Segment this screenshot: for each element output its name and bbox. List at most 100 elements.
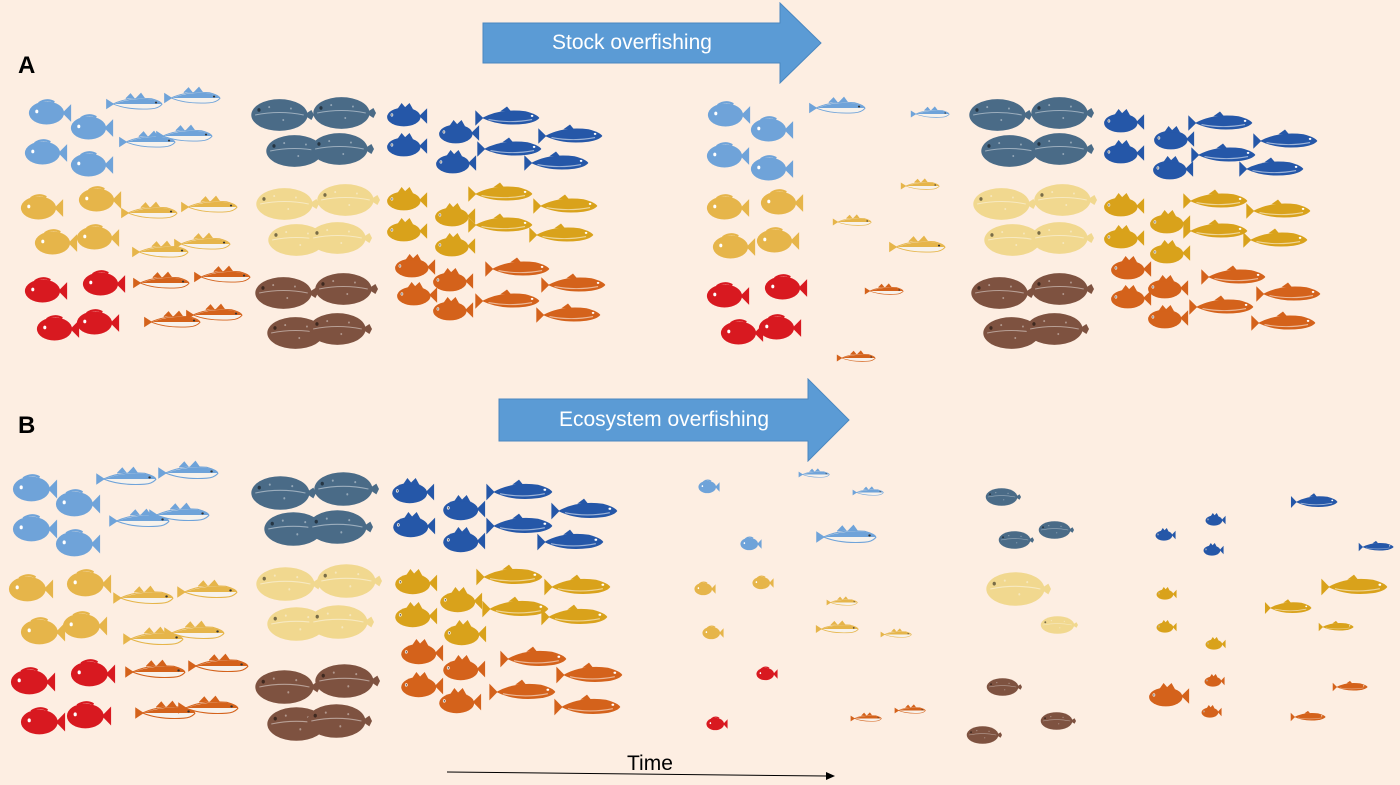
cod-fish-icon [864, 283, 904, 295]
perch-fish-icon [387, 218, 428, 242]
round-fish-icon [706, 194, 750, 220]
flatfish-icon [317, 564, 382, 598]
perch-fish-icon [397, 282, 438, 306]
flatfish-icon [966, 726, 1002, 744]
salmon-fish-icon [489, 679, 556, 701]
time-label: Time [627, 752, 673, 775]
flatfish-icon [1038, 521, 1074, 539]
salmon-fish-icon [477, 137, 542, 157]
flatfish-icon [255, 277, 318, 309]
cod-fish-icon [96, 466, 157, 485]
salmon-fish-icon [1239, 157, 1304, 177]
flatfish-icon [998, 531, 1034, 549]
flatfish-icon [1031, 97, 1094, 129]
salmon-fish-icon [538, 124, 603, 144]
perch-fish-icon [387, 187, 428, 211]
round-fish-icon [12, 474, 58, 502]
perch-fish-icon [433, 297, 474, 321]
round-fish-icon [20, 194, 64, 220]
perch-fish-icon [387, 103, 428, 127]
salmon-fish-icon [544, 574, 611, 596]
perch-fish-icon [1156, 587, 1177, 600]
cod-fish-icon [123, 626, 184, 645]
cod-fish-icon [125, 659, 186, 678]
flatfish-icon [1031, 273, 1094, 305]
flatfish-icon [309, 222, 372, 254]
round-fish-icon [752, 575, 774, 590]
salmon-fish-icon [524, 151, 589, 171]
round-fish-icon [706, 716, 728, 731]
cod-fish-icon [113, 585, 174, 604]
flatfish-icon [256, 567, 321, 601]
perch-fish-icon [1155, 528, 1176, 541]
salmon-fish-icon [541, 604, 608, 626]
salmon-fish-icon [1321, 574, 1388, 596]
salmon-fish-icon [475, 106, 540, 126]
flatfish-icon [251, 99, 314, 131]
cod-fish-icon [852, 486, 884, 496]
perch-fish-icon [401, 672, 444, 698]
cod-fish-icon [186, 303, 243, 321]
salmon-fish-icon [554, 694, 621, 716]
round-fish-icon [70, 151, 114, 177]
perch-fish-icon [395, 569, 438, 595]
cod-fish-icon [850, 712, 882, 722]
round-fish-icon [707, 101, 751, 127]
round-fish-icon [34, 229, 78, 255]
flatfish-icon [256, 188, 319, 220]
cod-fish-icon [174, 232, 231, 250]
round-fish-icon [66, 569, 112, 597]
ecosystem-overfishing-arrow: Ecosystem overfishing [498, 377, 850, 463]
round-fish-icon [758, 314, 802, 340]
time-axis [446, 771, 835, 780]
salmon-fish-icon [1243, 228, 1308, 248]
perch-fish-icon [1156, 620, 1177, 633]
round-fish-icon [78, 186, 122, 212]
round-fish-icon [702, 625, 724, 640]
cod-fish-icon [826, 596, 858, 606]
perch-fish-icon [439, 688, 482, 714]
perch-fish-icon [440, 587, 483, 613]
perch-fish-icon [1205, 637, 1226, 650]
round-fish-icon [28, 99, 72, 125]
salmon-fish-icon [1290, 710, 1326, 722]
perch-fish-icon [1111, 285, 1152, 309]
round-fish-icon [10, 667, 56, 695]
cod-fish-icon [816, 524, 877, 543]
cod-fish-icon [910, 106, 950, 118]
perch-fish-icon [439, 120, 480, 144]
perch-fish-icon [387, 133, 428, 157]
cod-fish-icon [178, 695, 239, 714]
salmon-fish-icon [529, 223, 594, 243]
flatfish-icon [317, 184, 380, 216]
cod-fish-icon [194, 265, 251, 283]
perch-fish-icon [1104, 109, 1145, 133]
flatfish-icon [986, 678, 1022, 696]
flatfish-icon [309, 605, 374, 639]
salmon-fish-icon [1264, 599, 1312, 614]
round-fish-icon [82, 270, 126, 296]
perch-fish-icon [395, 602, 438, 628]
salmon-fish-icon [1256, 282, 1321, 302]
perch-fish-icon [1104, 193, 1145, 217]
round-fish-icon [764, 274, 808, 300]
perch-fish-icon [1104, 140, 1145, 164]
flatfish-icon [251, 476, 316, 510]
round-fish-icon [712, 233, 756, 259]
cod-fish-icon [880, 628, 912, 638]
cod-fish-icon [894, 704, 926, 714]
perch-fish-icon [435, 203, 476, 227]
round-fish-icon [740, 536, 762, 551]
salmon-fish-icon [537, 529, 604, 551]
cod-fish-icon [119, 130, 176, 148]
salmon-fish-icon [1358, 540, 1394, 552]
flatfish-icon [255, 670, 320, 704]
cod-fish-icon [106, 92, 163, 110]
salmon-fish-icon [500, 646, 567, 668]
round-fish-icon [66, 701, 112, 729]
flatfish-icon [313, 97, 376, 129]
cod-fish-icon [809, 96, 866, 114]
cod-fish-icon [121, 201, 178, 219]
round-fish-icon [760, 189, 804, 215]
